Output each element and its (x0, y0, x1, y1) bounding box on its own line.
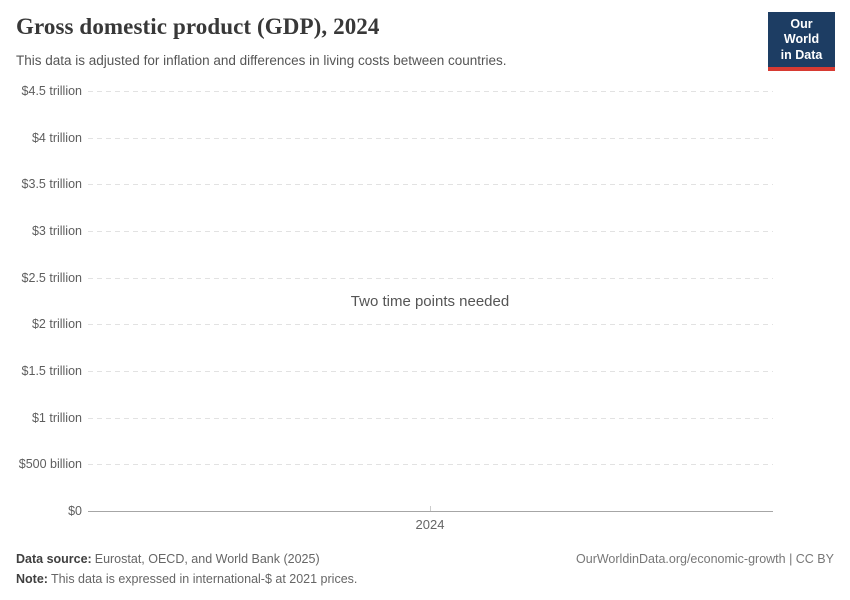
owid-logo-line1: Our World (783, 17, 820, 47)
x-axis-tick (430, 506, 431, 511)
y-gridline (88, 278, 773, 279)
footer-source-note: Data source: Eurostat, OECD, and World Ba… (16, 549, 357, 589)
y-gridline (88, 91, 773, 92)
y-axis-tick-label: $4 trillion (31, 131, 82, 145)
y-gridline (88, 184, 773, 185)
y-axis-tick-label: $3.5 trillion (21, 177, 82, 191)
y-gridline (88, 138, 773, 139)
owid-logo-line2: in Data (780, 47, 823, 62)
y-gridline (88, 371, 773, 372)
owid-logo[interactable]: Our World in Data (768, 12, 835, 71)
note-value: This data is expressed in international-… (50, 572, 358, 586)
note-line: Note: This data is expressed in internati… (16, 569, 357, 589)
x-axis-line (88, 511, 773, 512)
y-axis-tick-label: $1.5 trillion (21, 364, 82, 378)
y-axis-tick-label: $3 trillion (31, 224, 82, 238)
y-gridline (88, 464, 773, 465)
chart-subtitle: This data is adjusted for inflation and … (16, 53, 507, 68)
y-axis-tick-label: $500 billion (18, 457, 82, 471)
y-axis-tick-label: $4.5 trillion (21, 84, 82, 98)
data-source-value: Eurostat, OECD, and World Bank (2025) (94, 552, 320, 566)
footer-link[interactable]: OurWorldinData.org/economic-growth | CC … (576, 552, 834, 566)
y-gridline (88, 418, 773, 419)
y-axis-tick-label: $1 trillion (31, 411, 82, 425)
note-label: Note: (16, 572, 48, 586)
y-axis-tick-label: $2 trillion (31, 317, 82, 331)
y-axis-tick-label: $0 (68, 504, 82, 518)
y-axis-tick-label: $2.5 trillion (21, 271, 82, 285)
y-gridline (88, 324, 773, 325)
empty-state-message: Two time points needed (350, 293, 510, 310)
data-source-line: Data source: Eurostat, OECD, and World Ba… (16, 549, 357, 569)
y-gridline (88, 231, 773, 232)
x-axis-tick-label: 2024 (415, 517, 445, 532)
page-title: Gross domestic product (GDP), 2024 (16, 14, 380, 39)
data-source-label: Data source: (16, 552, 92, 566)
